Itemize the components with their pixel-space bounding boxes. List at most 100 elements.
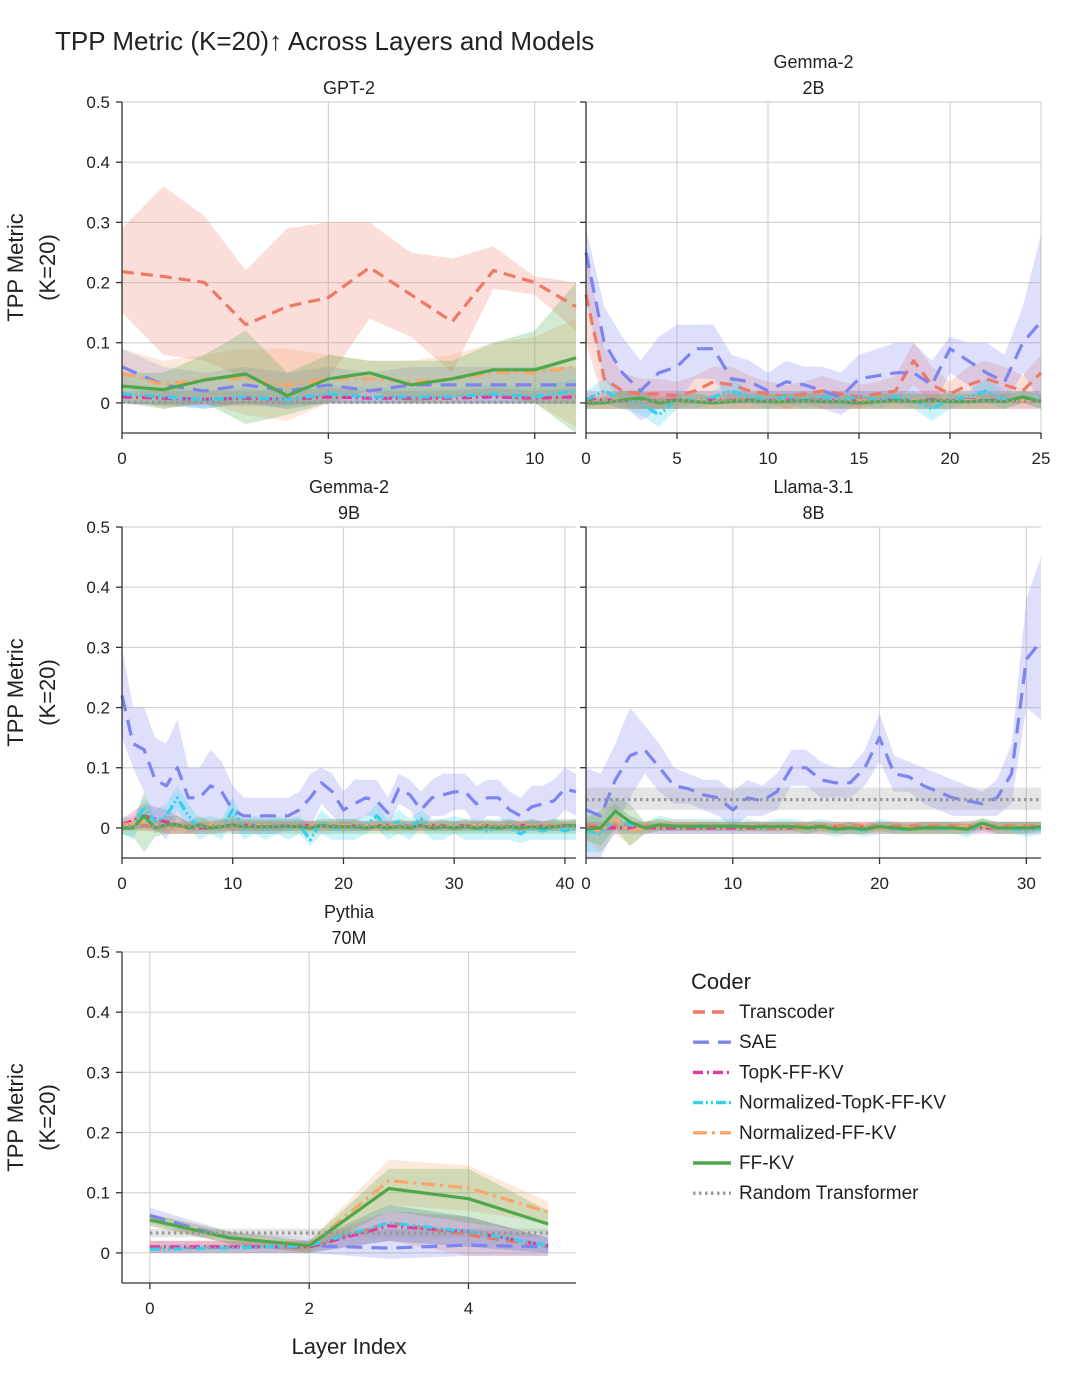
band-normalized-ff-kv [149, 1159, 549, 1253]
line-normalized-topk-ff-kv [585, 389, 1042, 417]
line-transcoder [584, 294, 1043, 399]
x-tick-label: 0 [117, 449, 126, 468]
y-tick-label: 0.5 [86, 518, 110, 537]
x-tick-label: 30 [445, 874, 464, 893]
y-axis-title: TPP Metric [3, 638, 28, 746]
subplot-panels: 0 0.1 0.2 0.3 0.4 0.5 0 5 10 GPT-2 TPP Metric (K=20… [3, 52, 1050, 1318]
x-tick-label: 0 [581, 874, 590, 893]
band-transcoder [149, 1204, 549, 1256]
x-tick-label: 5 [672, 449, 681, 468]
y-tick-label: 0.1 [86, 1184, 110, 1203]
legend-item-random-transformer: Random Transformer [693, 1183, 919, 1204]
line-ff-kv [149, 1186, 549, 1248]
y-axis-title: TPP Metric [3, 213, 28, 321]
line-ff-kv [585, 809, 1042, 831]
x-axis-title: Layer Index [292, 1334, 407, 1359]
y-tick-label: 0.5 [86, 943, 110, 962]
y-tick-label: 0.2 [86, 699, 110, 718]
y-tick-label: 0.1 [86, 759, 110, 778]
legend: Coder Transcoder SAE TopK-FF-KV Normalized-… [691, 969, 946, 1204]
line-sae [120, 695, 577, 818]
y-tick-label: 0 [101, 394, 110, 413]
y-axis-title: TPP Metric [3, 1063, 28, 1171]
band-normalized-ff-kv [122, 812, 576, 834]
legend-items: Transcoder SAE TopK-FF-KV Normalized-TopK-F… [693, 1002, 946, 1204]
band-normalized-topk-ff-kv [586, 378, 1041, 427]
x-tick-label: 40 [555, 874, 574, 893]
x-tick-label: 20 [334, 874, 353, 893]
subplot-0: 0 0.1 0.2 0.3 0.4 0.5 0 5 10 GPT-2 TPP Metric (K=20… [3, 78, 577, 468]
legend-item-ff-kv: FF-KV [693, 1153, 794, 1174]
x-tick-label: 20 [870, 874, 889, 893]
subplot-title: 2B [802, 78, 824, 98]
band-sae [122, 647, 576, 840]
band-sae [122, 348, 576, 409]
y-axis-title: (K=20) [35, 1084, 60, 1151]
y-axis-title: (K=20) [35, 659, 60, 726]
line-sae [585, 640, 1043, 818]
legend-label: SAE [739, 1032, 777, 1053]
line-ff-kv [121, 356, 577, 398]
x-tick-label: 15 [850, 449, 869, 468]
y-tick-label: 0.3 [86, 213, 110, 232]
band-ff-kv [149, 1168, 549, 1253]
legend-label: Random Transformer [739, 1183, 919, 1204]
band-random-transformer [122, 400, 576, 405]
x-tick-label: 0 [117, 874, 126, 893]
x-tick-label: 4 [464, 1299, 473, 1318]
x-tick-label: 0 [581, 449, 590, 468]
x-tick-label: 0 [145, 1299, 154, 1318]
band-random-transformer [586, 787, 1041, 810]
x-tick-label: 10 [759, 449, 778, 468]
y-tick-label: 0.3 [86, 1063, 110, 1082]
subplot-1: 0 5 10 15 20 25 Gemma-2 2B [580, 52, 1050, 468]
band-normalized-ff-kv [122, 318, 576, 427]
legend-label: FF-KV [739, 1153, 794, 1174]
legend-title: Coder [691, 969, 751, 994]
y-tick-label: 0.1 [86, 334, 110, 353]
subplot-title: GPT-2 [323, 78, 375, 98]
band-sae [586, 228, 1041, 421]
x-tick-label: 25 [1032, 449, 1051, 468]
subplot-4: 0 0.1 0.2 0.3 0.4 0.5 0 2 4 Pythia 70M TPP Metric (K… [3, 902, 576, 1318]
line-sae [121, 365, 576, 393]
y-tick-label: 0 [101, 819, 110, 838]
x-tick-label: 10 [525, 449, 544, 468]
y-axis-title: (K=20) [35, 234, 60, 301]
x-tick-label: 10 [223, 874, 242, 893]
band-ff-kv [122, 791, 576, 852]
band-sae [586, 557, 1041, 858]
line-normalized-ff-kv [149, 1179, 549, 1248]
subplot-title: Pythia [324, 902, 375, 922]
subplot-title: Llama-3.1 [773, 477, 853, 497]
line-topk-ff-kv [121, 814, 576, 830]
line-transcoder [121, 265, 577, 327]
legend-item-normalized-ff-kv: Normalized-FF-KV [693, 1123, 897, 1144]
figure-title: TPP Metric (K=20)↑ Across Layers and Mod… [55, 26, 594, 56]
band-ff-kv [586, 797, 1041, 846]
y-tick-label: 0.4 [86, 578, 110, 597]
line-ff-kv [122, 814, 576, 830]
legend-item-topk-ff-kv: TopK-FF-KV [693, 1062, 844, 1083]
band-transcoder [586, 246, 1041, 409]
subplot-title: Gemma-2 [309, 477, 389, 497]
y-tick-label: 0.5 [86, 93, 110, 112]
band-normalized-topk-ff-kv [149, 1204, 549, 1253]
line-sae [584, 252, 1043, 399]
legend-item-normalized-topk-ff-kv: Normalized-TopK-FF-KV [693, 1093, 946, 1114]
subplot-3: 0 10 20 30 Llama-3.1 8B [580, 477, 1043, 893]
y-tick-label: 0.4 [86, 1003, 110, 1022]
line-normalized-ff-kv [121, 365, 577, 387]
legend-item-sae: SAE [693, 1032, 777, 1053]
subplot-2: 0 0.1 0.2 0.3 0.4 0.5 0 10 20 30 40 Gemma-2 9B TPP Me… [3, 477, 577, 893]
subplot-title: 70M [331, 928, 366, 948]
y-tick-label: 0.2 [86, 1124, 110, 1143]
subplot-title: 9B [338, 503, 360, 523]
x-tick-label: 5 [324, 449, 333, 468]
subplot-title: Gemma-2 [773, 52, 853, 72]
band-normalized-topk-ff-kv [122, 785, 576, 846]
legend-item-transcoder: Transcoder [693, 1002, 835, 1023]
band-transcoder [122, 186, 576, 391]
